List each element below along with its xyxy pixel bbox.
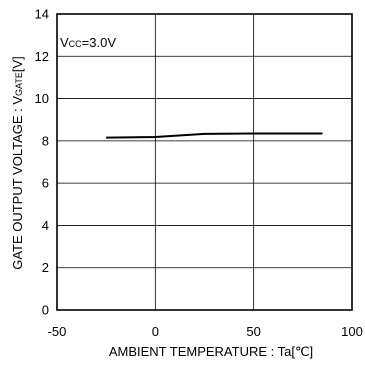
vcc-annotation-main: V xyxy=(60,35,69,50)
y-tick-label: 4 xyxy=(42,218,49,233)
vcc-annotation: VCC=3.0V xyxy=(60,35,116,50)
series-line xyxy=(106,132,323,139)
plot-frame xyxy=(56,13,353,311)
y-tick-label: 10 xyxy=(35,91,49,106)
x-tick-label: 0 xyxy=(152,324,159,339)
y-tick-label: 0 xyxy=(42,303,49,318)
x-tick-label: -50 xyxy=(48,324,67,339)
y-tick-label: 8 xyxy=(42,133,49,148)
y-tick-label: 14 xyxy=(35,7,49,22)
x-tick-label: 100 xyxy=(341,324,363,339)
y-tick-label: 6 xyxy=(42,176,49,191)
grid-layer xyxy=(57,14,352,310)
x-axis-label: AMBIENT TEMPERATURE : Ta[℃] xyxy=(109,344,313,359)
y-axis-label: GATE OUTPUT VOLTAGE : VGATE[V] xyxy=(10,56,25,270)
y-tick-label: 2 xyxy=(42,260,49,275)
series-layer xyxy=(106,132,323,139)
y-axis-label-sub: GATE xyxy=(14,72,24,96)
vcc-annotation-sub: CC xyxy=(69,39,82,49)
y-axis-label-unit: [V] xyxy=(10,56,25,72)
y-tick-label: 12 xyxy=(35,49,49,64)
tick-layer: 0 2 4 6 8 10 12 14 -50 0 50 100 xyxy=(35,7,363,340)
vcc-annotation-value: =3.0V xyxy=(82,35,117,50)
y-axis-label-main: GATE OUTPUT VOLTAGE : V xyxy=(10,96,25,270)
x-tick-label: 50 xyxy=(246,324,260,339)
